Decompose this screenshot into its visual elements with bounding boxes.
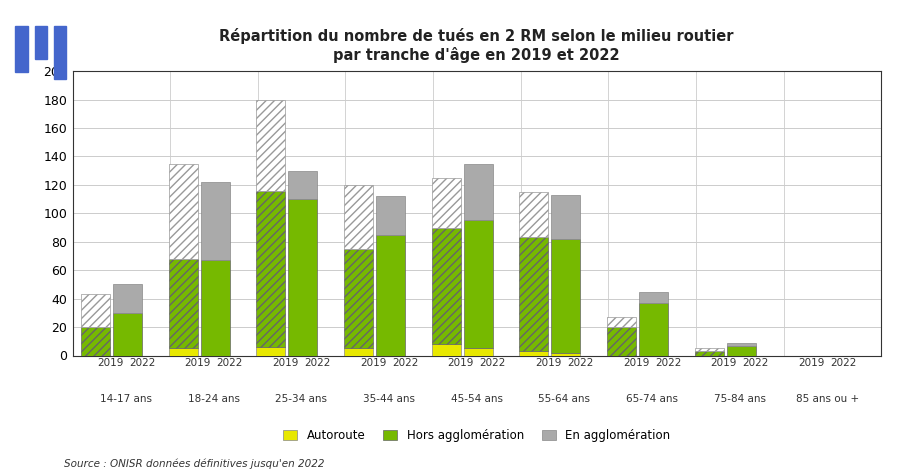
Bar [344,348,373,356]
Bar [551,353,580,356]
Bar [464,220,493,348]
Text: 65-74 ans: 65-74 ans [626,394,678,404]
Bar [15,26,28,72]
Text: 35-44 ans: 35-44 ans [363,394,415,404]
Bar [376,235,405,356]
Bar [169,259,198,348]
Text: 55-64 ans: 55-64 ans [538,394,590,404]
Bar [551,239,580,353]
Text: 18-24 ans: 18-24 ans [188,394,240,404]
Bar [551,195,580,239]
Bar [695,348,724,351]
Text: 75-84 ans: 75-84 ans [714,394,765,404]
Bar [35,26,47,59]
Text: 85 ans ou +: 85 ans ou + [795,394,859,404]
Bar [607,327,636,356]
Bar [169,164,198,259]
Bar [256,191,285,347]
Text: 14-17 ans: 14-17 ans [100,394,152,404]
Bar [113,284,142,313]
Text: Source : ONISR données définitives jusqu'en 2022: Source : ONISR données définitives jusqu… [64,459,324,469]
Bar [344,249,373,348]
Bar [81,294,110,327]
Bar [376,196,405,235]
Bar [431,178,460,228]
Bar [431,344,460,356]
Bar [464,348,493,356]
Bar [256,100,285,191]
Bar [289,171,318,199]
Bar [256,347,285,356]
Text: 25-34 ans: 25-34 ans [275,394,328,404]
Bar [169,348,198,356]
Bar [639,292,668,303]
Bar [113,313,142,356]
Bar [726,343,755,346]
Bar [344,185,373,249]
Bar [81,327,110,356]
Bar [431,228,460,344]
Legend: Autoroute, Hors agglomération, En agglomération: Autoroute, Hors agglomération, En agglom… [278,424,676,447]
Text: 45-54 ans: 45-54 ans [450,394,503,404]
Bar [201,260,230,356]
Bar [54,26,66,79]
Bar [519,351,548,356]
Title: Répartition du nombre de tués en 2 RM selon le milieu routier
par tranche d'âge : Répartition du nombre de tués en 2 RM se… [220,28,734,63]
Bar [201,182,230,260]
Bar [464,164,493,220]
Bar [519,192,548,237]
Bar [639,303,668,356]
Bar [289,199,318,356]
Bar [607,317,636,327]
Bar [519,237,548,351]
Bar [695,351,724,356]
Bar [726,346,755,356]
